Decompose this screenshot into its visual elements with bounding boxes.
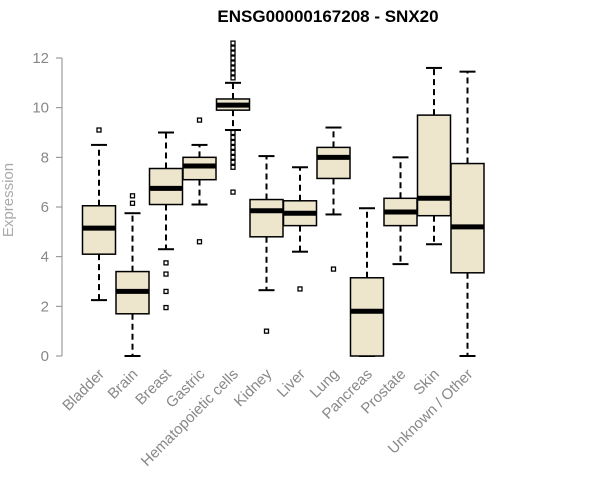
box-prostate bbox=[383, 156, 418, 266]
y-tick-label: 0 bbox=[41, 348, 49, 365]
outlier-point bbox=[163, 271, 169, 277]
iqr-box bbox=[349, 277, 385, 357]
outlier-point bbox=[230, 60, 236, 66]
outlier-point bbox=[96, 127, 102, 133]
box-gastric bbox=[182, 117, 217, 245]
outlier-point bbox=[297, 286, 303, 292]
x-tick-label: Liver bbox=[274, 366, 309, 401]
outlier-point bbox=[230, 70, 236, 76]
outlier-point bbox=[230, 189, 236, 195]
outlier-point bbox=[230, 134, 236, 141]
outlier-point bbox=[230, 159, 236, 165]
y-tick-label: 4 bbox=[41, 249, 49, 266]
y-tick-label: 2 bbox=[41, 298, 49, 315]
y-tick-label: 12 bbox=[32, 50, 49, 67]
chart-title: ENSG00000167208 - SNX20 bbox=[217, 7, 438, 26]
outlier-point bbox=[230, 65, 236, 71]
y-tick-label: 8 bbox=[41, 149, 49, 166]
outlier-point bbox=[230, 154, 236, 160]
outlier-point bbox=[196, 117, 203, 123]
outlier-point bbox=[163, 288, 169, 295]
outlier-point bbox=[230, 139, 236, 146]
outlier-point bbox=[230, 55, 236, 61]
outlier-point bbox=[129, 200, 136, 206]
box-bladder bbox=[81, 127, 117, 302]
outlier-point bbox=[263, 328, 270, 334]
outlier-point bbox=[230, 45, 236, 51]
iqr-box bbox=[316, 146, 351, 180]
x-tick-label: Kidney bbox=[231, 365, 276, 410]
outlier-point bbox=[230, 50, 236, 56]
box-hematopoietic-cells bbox=[215, 40, 251, 195]
boxes bbox=[81, 40, 485, 357]
outlier-point bbox=[230, 144, 236, 151]
box-pancreas bbox=[349, 207, 385, 357]
y-axis: 0 2 4 6 8 10 12 bbox=[32, 50, 63, 365]
y-tick-label: 10 bbox=[32, 100, 49, 117]
box-lung bbox=[316, 126, 351, 272]
outlier-point bbox=[330, 266, 337, 272]
outlier-point bbox=[163, 260, 169, 266]
x-tick-label: Bladder bbox=[59, 366, 108, 415]
outlier-point bbox=[230, 129, 236, 136]
outlier-point bbox=[129, 193, 136, 199]
outlier-point bbox=[196, 239, 203, 245]
iqr-box bbox=[450, 162, 485, 274]
box-kidney bbox=[249, 155, 284, 334]
y-axis-label: Expression bbox=[0, 163, 17, 237]
box-skin bbox=[416, 66, 452, 246]
box-breast bbox=[148, 131, 184, 311]
box-unknown-other bbox=[450, 70, 485, 357]
box-brain bbox=[115, 193, 150, 357]
outlier-point bbox=[230, 149, 236, 156]
outlier-point bbox=[163, 304, 169, 311]
outlier-point bbox=[230, 75, 236, 81]
iqr-box bbox=[249, 198, 284, 238]
outlier-point bbox=[230, 164, 236, 170]
outlier-point bbox=[230, 40, 236, 46]
box-liver bbox=[282, 166, 318, 292]
y-tick-label: 6 bbox=[41, 199, 49, 216]
